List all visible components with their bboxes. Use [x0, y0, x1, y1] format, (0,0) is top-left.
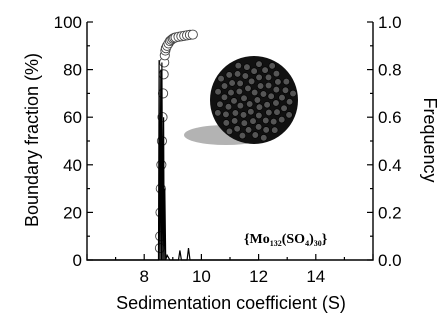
molecule-bead — [225, 71, 233, 79]
molecule-bead — [240, 119, 248, 127]
molecule-bead — [272, 86, 280, 94]
y-right-tick-label: 0.8 — [378, 61, 402, 80]
molecule-bead — [224, 103, 233, 111]
molecule-bead — [239, 111, 248, 119]
molecule-bead — [280, 104, 288, 112]
y-right-tick-label: 0.4 — [378, 156, 402, 175]
molecule-bead — [255, 111, 263, 120]
molecule-bead — [274, 78, 282, 86]
molecule-bead — [285, 98, 294, 106]
molecule-bead — [261, 66, 269, 74]
series — [87, 29, 259, 261]
molecule-bead — [244, 126, 253, 134]
molecule-bead — [264, 81, 273, 90]
y-right-tick-label: 1.0 — [378, 13, 402, 32]
molecule-bead — [216, 100, 224, 108]
molecule-bead — [264, 73, 273, 82]
molecule-bead — [281, 86, 290, 94]
molecule-bead — [233, 70, 242, 78]
molecule-bead — [240, 94, 248, 102]
molecule-bead — [262, 116, 270, 125]
molecule-bead — [238, 132, 247, 140]
molecule-bead — [236, 79, 244, 87]
y-right-tick-label: 0.0 — [378, 251, 402, 270]
molecule-bead — [251, 88, 259, 97]
x-axis-title: Sedimentation coefficient (S) — [116, 293, 346, 313]
y-left-tick-label: 40 — [63, 156, 82, 175]
molecule-bead — [243, 63, 251, 71]
molecule-formula-label: {Mo132(SO4)30} — [244, 232, 328, 248]
molecule-bead — [230, 97, 238, 105]
molecule-bead — [228, 79, 236, 87]
molecule-bead — [217, 75, 225, 83]
molecule-bead — [271, 126, 279, 134]
y-left-tick-label: 20 — [63, 203, 82, 222]
molecule-bead — [246, 100, 254, 108]
y-right-tick-label: 0.2 — [378, 203, 402, 222]
molecule-bead — [289, 89, 297, 98]
molecule-bead — [220, 82, 229, 90]
y-left-tick-label: 0 — [73, 251, 82, 270]
y-right-axis-title: Frequency — [420, 97, 440, 182]
molecule-bead — [268, 62, 276, 70]
molecule-bead — [270, 118, 278, 126]
molecule-bead — [263, 101, 271, 109]
molecule-bead — [259, 90, 268, 98]
x-tick-label: 10 — [192, 267, 211, 286]
boundary-fraction-point — [158, 88, 169, 99]
molecule-bead — [214, 109, 222, 117]
molecule-bead — [255, 73, 263, 81]
molecule-bead — [247, 77, 256, 85]
molecule-bead — [231, 117, 239, 125]
molecule-bead — [247, 108, 255, 116]
molecule-bead — [256, 82, 265, 90]
molecule-bead — [267, 92, 275, 100]
molecule-bead — [249, 117, 257, 125]
molecule-bead — [222, 110, 230, 119]
molecule-bead — [255, 123, 263, 131]
x-tick-label: 14 — [306, 267, 325, 286]
molecule-bead — [225, 127, 234, 135]
molecule-bead — [250, 67, 258, 75]
molecule-bead — [278, 116, 286, 124]
molecule-bead — [251, 131, 259, 139]
molecule-bead — [272, 70, 281, 78]
molecule-bead — [262, 126, 270, 134]
y-right-tick-label: 0.6 — [378, 108, 402, 127]
molecule-bead — [222, 119, 230, 127]
molecule-bead — [260, 134, 268, 142]
y-left-tick-label: 60 — [63, 108, 82, 127]
molecule-illustration — [184, 56, 298, 145]
molecule-bead — [236, 102, 244, 110]
frequency-series-line — [87, 60, 259, 261]
molecule-bead — [265, 108, 273, 117]
boundary-fraction-point — [187, 29, 198, 40]
x-tick-label: 8 — [139, 267, 148, 286]
molecule-bead — [244, 84, 252, 92]
molecule-bead — [272, 99, 280, 107]
molecule-bead — [253, 96, 261, 104]
molecule-bead — [282, 78, 290, 86]
molecule-bead — [278, 94, 286, 102]
molecule-bead — [255, 60, 263, 68]
molecule-bead — [241, 72, 249, 80]
molecule-bead — [231, 109, 239, 117]
molecule-bead — [273, 108, 281, 116]
y-left-tick-label: 100 — [54, 13, 82, 32]
molecule-bead — [255, 103, 264, 111]
molecule-bead — [227, 89, 235, 97]
y-left-tick-label: 80 — [63, 61, 82, 80]
molecule-bead — [220, 93, 229, 101]
molecule-bead — [234, 62, 242, 70]
molecule-bead — [233, 125, 241, 133]
axes: 8 10 12 14 0 20 40 60 80 100 0.0 0.2 0.4 0.6 0.8 1.0 — [54, 13, 402, 286]
x-tick-label: 12 — [249, 267, 268, 286]
y-left-axis-title: Boundary fraction (%) — [22, 53, 42, 227]
molecule-bead — [285, 111, 293, 119]
molecule-bead — [235, 87, 243, 96]
molecule-bead — [214, 88, 222, 96]
